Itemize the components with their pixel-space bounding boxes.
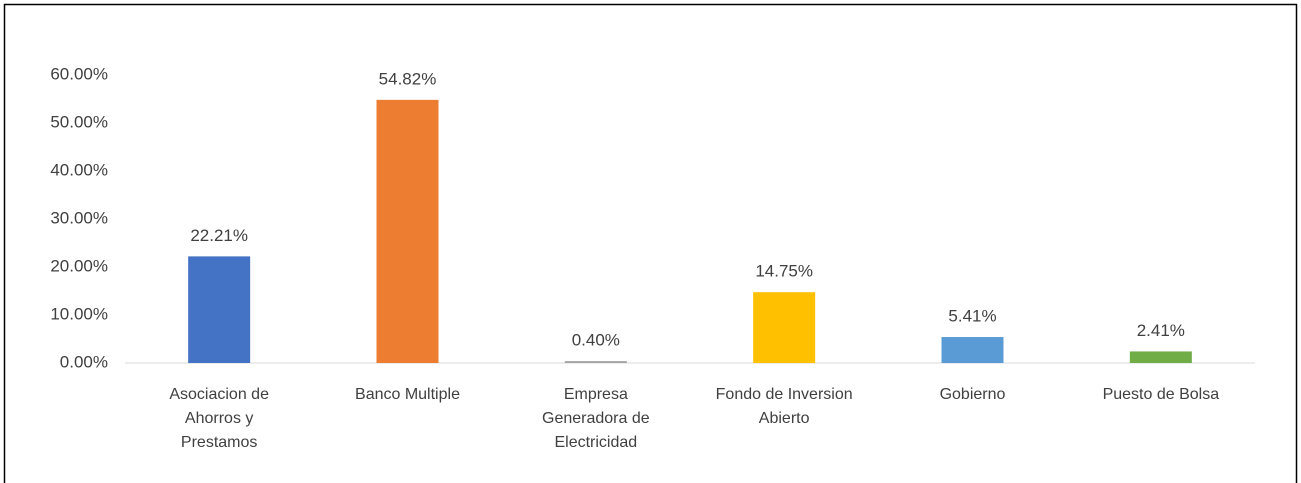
x-tick-label: Puesto de Bolsa <box>1102 386 1220 403</box>
y-tick-label: 10.00% <box>50 304 108 323</box>
x-tick-label: Empresa Generadora de Electricidad <box>542 386 650 451</box>
bar <box>564 361 627 363</box>
bar <box>941 337 1004 363</box>
x-tick-label: Fondo de Inversion Abierto <box>715 386 853 427</box>
x-tick-label: Banco Multiple <box>355 386 460 403</box>
y-tick-label: 30.00% <box>50 208 108 227</box>
y-tick-label: 60.00% <box>50 64 108 83</box>
y-tick-label: 0.00% <box>60 352 108 371</box>
y-tick-label: 50.00% <box>50 112 108 131</box>
bar <box>376 99 439 363</box>
x-tick-label: Asociacion de Ahorros y Prestamos <box>169 386 269 451</box>
y-tick-label: 40.00% <box>50 160 108 179</box>
data-label: 22.21% <box>190 226 248 245</box>
data-label: 54.82% <box>379 69 437 88</box>
bar <box>753 292 816 363</box>
bar <box>1129 351 1192 363</box>
data-label: 2.41% <box>1137 321 1185 340</box>
data-label: 14.75% <box>755 262 813 281</box>
chart-border <box>3 3 1298 483</box>
y-tick-label: 20.00% <box>50 256 108 275</box>
data-label: 0.40% <box>572 331 620 350</box>
data-label: 5.41% <box>948 307 996 326</box>
x-tick-label: Gobierno <box>939 386 1006 403</box>
bar <box>188 256 251 363</box>
